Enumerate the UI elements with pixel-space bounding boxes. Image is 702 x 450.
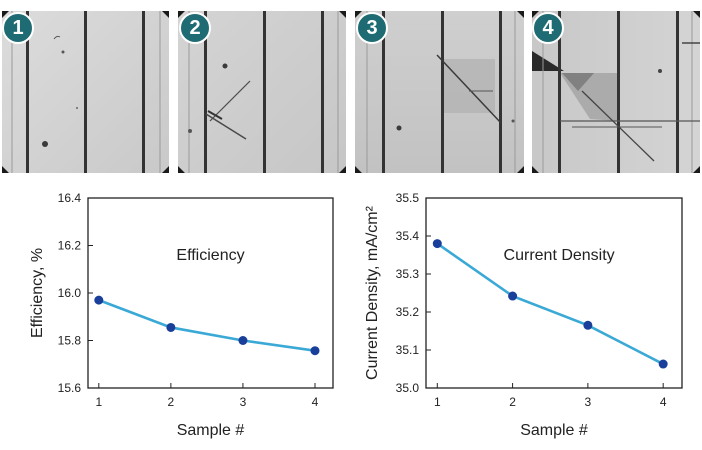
plot-frame	[425, 197, 683, 389]
series-line	[436, 242, 664, 366]
efficiency-chart: 15.6 15.8 16.0 16.2 16.4 1 2 3 4 Efficiency Sample…	[29, 191, 334, 439]
x-tick-label: 1	[434, 395, 441, 409]
sample-image-1	[2, 11, 169, 173]
sample-image-3	[355, 11, 524, 173]
data-point	[94, 295, 104, 305]
x-axis-label: Sample #	[177, 422, 245, 439]
x-tick-label: 2	[509, 395, 516, 409]
sample-badge-2: 2	[179, 12, 211, 44]
data-point	[658, 359, 668, 369]
chart-title: Efficiency	[176, 247, 244, 264]
x-tick-label: 1	[95, 395, 102, 409]
chart-title: Current Density	[504, 247, 615, 264]
y-tick-label: 15.6	[58, 381, 82, 395]
data-point	[432, 239, 442, 249]
y-axis-label: Efficiency, %	[29, 248, 46, 338]
sample-badge-1: 1	[2, 12, 34, 44]
sample-image-2	[178, 11, 346, 173]
plot-frame	[87, 197, 334, 389]
x-tick-label: 3	[240, 395, 247, 409]
y-tick-label: 16.0	[58, 286, 82, 300]
y-axis-label: Current Density, mA/cm²	[364, 205, 381, 380]
y-tick-label: 15.8	[58, 334, 82, 348]
x-tick-label: 4	[660, 395, 667, 409]
y-tick-label: 35.5	[396, 191, 420, 205]
data-point	[310, 346, 320, 356]
x-tick-label: 3	[585, 395, 592, 409]
data-point	[583, 320, 593, 330]
sample-badge-3: 3	[356, 12, 388, 44]
data-point	[508, 291, 518, 301]
data-point	[166, 322, 176, 332]
series-line	[98, 298, 316, 352]
y-tick-label: 35.3	[396, 267, 420, 281]
y-tick-label: 16.4	[58, 191, 82, 205]
y-tick-label: 16.2	[58, 239, 82, 253]
x-tick-label: 2	[168, 395, 175, 409]
y-tick-label: 35.2	[396, 305, 420, 319]
y-tick-label: 35.0	[396, 381, 420, 395]
current-density-chart: 35.0 35.1 35.2 35.3 35.4 35.5 1 2 3 4 Current Dens…	[364, 191, 683, 439]
data-point	[238, 336, 248, 345]
x-axis-label: Sample #	[520, 422, 588, 439]
sample-image-4	[532, 11, 700, 173]
y-tick-label: 35.1	[396, 343, 420, 357]
sample-badge-4: 4	[532, 12, 564, 44]
x-tick-label: 4	[312, 395, 319, 409]
y-tick-label: 35.4	[396, 229, 420, 243]
